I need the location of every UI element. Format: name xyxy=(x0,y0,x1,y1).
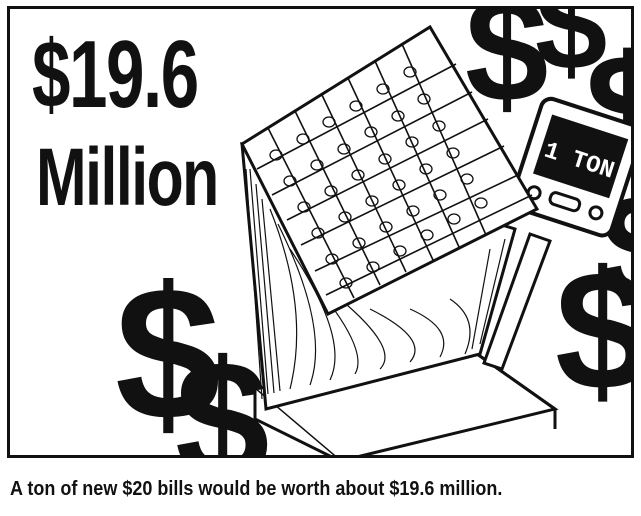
headline-amount: $19.6 xyxy=(32,21,199,128)
dollar-sign-icon: $ xyxy=(535,9,607,97)
bill-stack-icon xyxy=(240,24,540,411)
scale-display-icon: 1 TON xyxy=(509,96,631,238)
dollar-sign-icon: $ xyxy=(115,248,221,458)
headline-unit: Million xyxy=(36,132,219,223)
illustration-art: $ $ $ $ $ $ $ xyxy=(115,9,634,458)
illustration-panel: $ $ $ $ $ $ $ xyxy=(7,6,634,458)
caption: A ton of new $20 bills would be worth ab… xyxy=(10,478,503,500)
dollar-sign-icon: $ xyxy=(555,236,634,426)
scale-post-icon xyxy=(482,232,552,371)
